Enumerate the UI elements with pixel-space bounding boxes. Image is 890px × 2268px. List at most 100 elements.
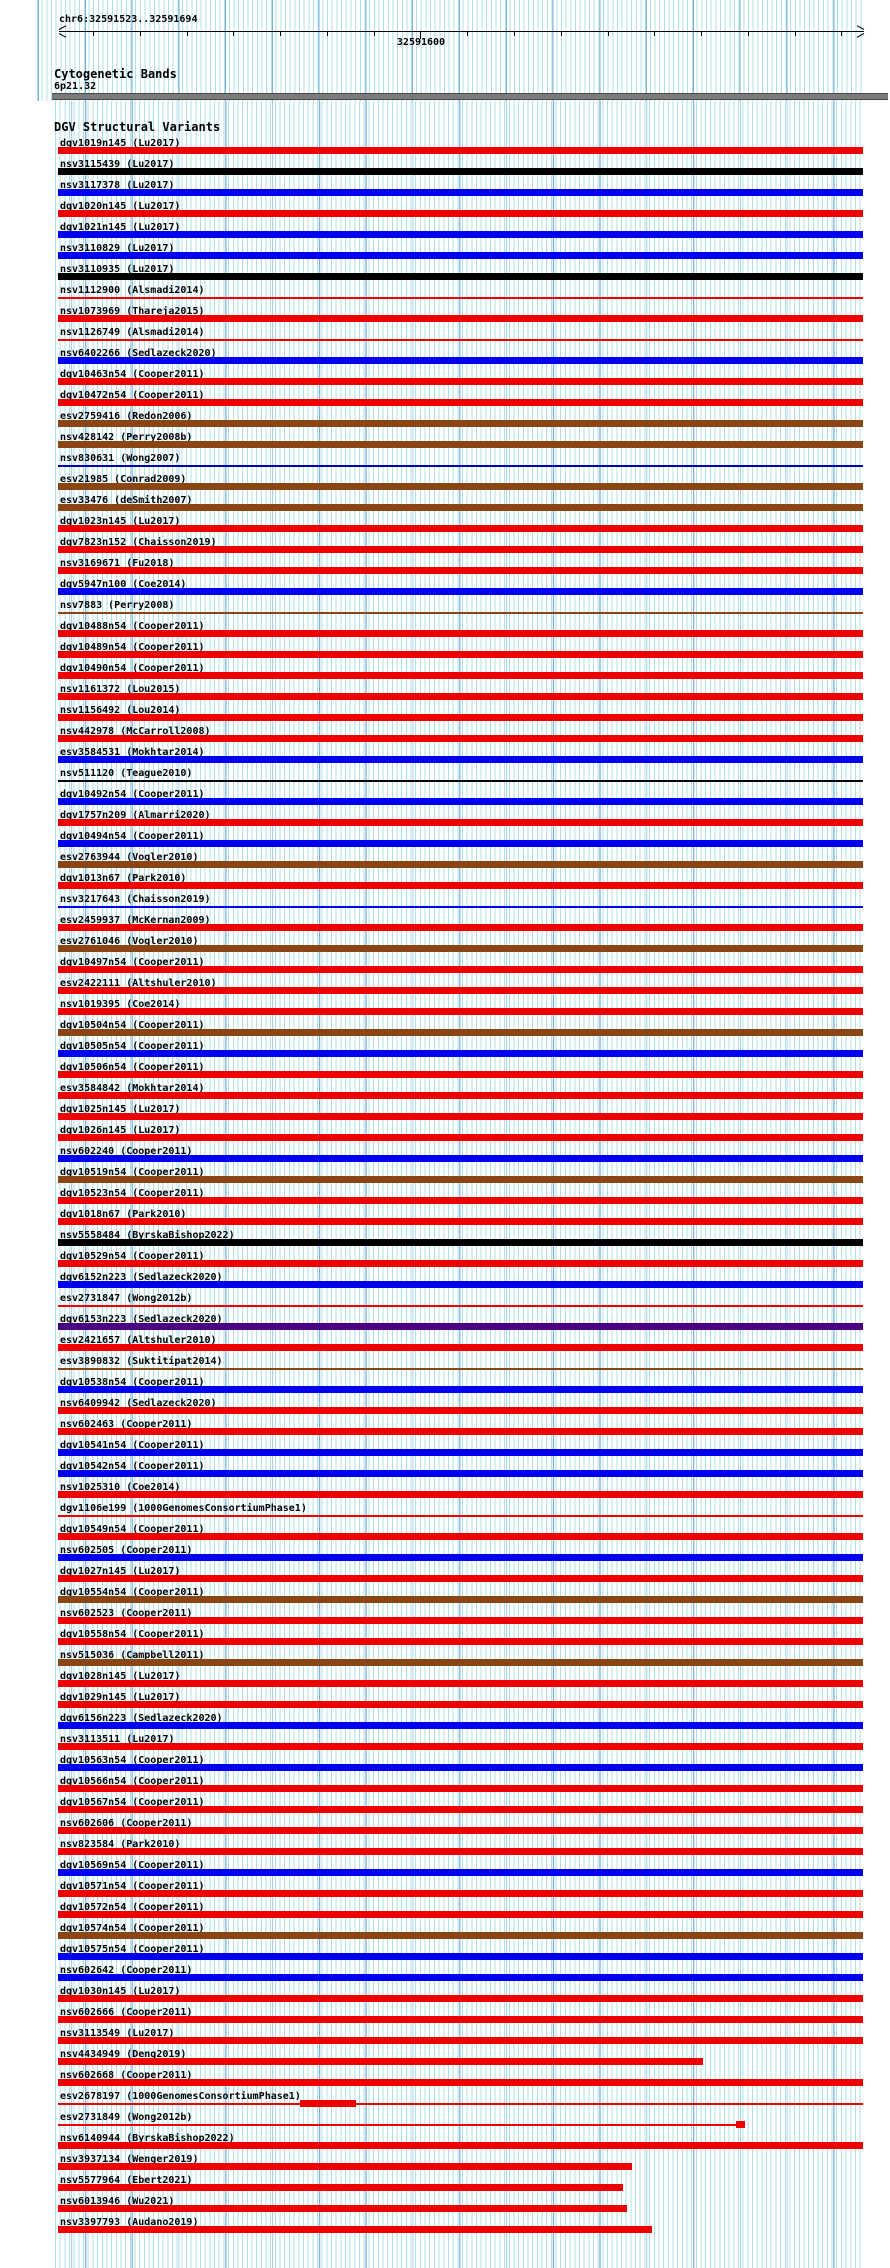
- variant-bar[interactable]: [58, 525, 863, 532]
- variant-label[interactable]: dgv10490n54 (Cooper2011): [60, 663, 205, 674]
- variant-bar[interactable]: [58, 2142, 863, 2149]
- variant-bar[interactable]: [58, 1617, 863, 1624]
- variant-label[interactable]: dgv10538n54 (Cooper2011): [60, 1377, 205, 1388]
- variant-bar[interactable]: [58, 2163, 632, 2170]
- variant-bar[interactable]: [58, 1449, 863, 1456]
- variant-label[interactable]: nsv1126749 (Alsmadi2014): [60, 327, 205, 338]
- variant-label[interactable]: nsv602523 (Cooper2011): [60, 1608, 193, 1619]
- variant-bar[interactable]: [58, 798, 863, 805]
- variant-thick-segment[interactable]: [736, 2121, 745, 2128]
- variant-label[interactable]: dgv10558n54 (Cooper2011): [60, 1629, 205, 1640]
- variant-label[interactable]: esv2731849 (Wong2012b): [60, 2112, 193, 2123]
- variant-label[interactable]: dgv10494n54 (Cooper2011): [60, 831, 205, 842]
- variant-bar[interactable]: [58, 840, 863, 847]
- variant-bar[interactable]: [58, 1281, 863, 1288]
- variant-bar[interactable]: [58, 210, 863, 217]
- variant-label[interactable]: dgv10463n54 (Cooper2011): [60, 369, 205, 380]
- variant-thick-segment[interactable]: [300, 2100, 356, 2107]
- variant-label[interactable]: dgv10505n54 (Cooper2011): [60, 1041, 205, 1052]
- variant-label[interactable]: dgv10566n54 (Cooper2011): [60, 1776, 205, 1787]
- variant-label[interactable]: nsv6402266 (Sedlazeck2020): [60, 348, 217, 359]
- variant-label[interactable]: dgv10506n54 (Cooper2011): [60, 1062, 205, 1073]
- variant-bar[interactable]: [58, 189, 863, 196]
- variant-label[interactable]: dgv10523n54 (Cooper2011): [60, 1188, 205, 1199]
- variant-label[interactable]: dgv10504n54 (Cooper2011): [60, 1020, 205, 1031]
- variant-bar[interactable]: [58, 735, 863, 742]
- variant-label[interactable]: dgv10489n54 (Cooper2011): [60, 642, 205, 653]
- variant-label[interactable]: nsv5577964 (Ebert2021): [60, 2175, 193, 2186]
- variant-label[interactable]: esv33476 (deSmith2007): [60, 495, 193, 506]
- variant-bar[interactable]: [58, 2226, 652, 2233]
- variant-label[interactable]: dgv1029n145 (Lu2017): [60, 1692, 181, 1703]
- variant-label[interactable]: nsv1156492 (Lou2014): [60, 705, 181, 716]
- variant-label[interactable]: dgv10492n54 (Cooper2011): [60, 789, 205, 800]
- variant-label[interactable]: esv3584531 (Mokhtar2014): [60, 747, 205, 758]
- variant-label[interactable]: dgv1028n145 (Lu2017): [60, 1671, 181, 1682]
- variant-bar[interactable]: [58, 2184, 623, 2191]
- variant-bar[interactable]: [58, 357, 863, 364]
- variant-bar[interactable]: [58, 588, 863, 595]
- variant-label[interactable]: nsv7883 (Perry2008): [60, 600, 175, 611]
- variant-bar[interactable]: [58, 1995, 863, 2002]
- variant-label[interactable]: esv2759416 (Redon2006): [60, 411, 193, 422]
- variant-label[interactable]: nsv3217643 (Chaisson2019): [60, 894, 211, 905]
- variant-bar[interactable]: [58, 966, 863, 973]
- variant-bar[interactable]: [58, 504, 863, 511]
- variant-label[interactable]: esv2763944 (Vogler2010): [60, 852, 199, 863]
- variant-bar[interactable]: [58, 1659, 863, 1666]
- variant-bar[interactable]: [58, 1701, 863, 1708]
- variant-bar[interactable]: [58, 1743, 863, 1750]
- variant-label[interactable]: dgv10575n54 (Cooper2011): [60, 1944, 205, 1955]
- variant-label[interactable]: dgv10571n54 (Cooper2011): [60, 1881, 205, 1892]
- variant-label[interactable]: nsv602240 (Cooper2011): [60, 1146, 193, 1157]
- variant-label[interactable]: nsv830631 (Wong2007): [60, 453, 181, 464]
- variant-bar[interactable]: [58, 945, 863, 952]
- variant-label[interactable]: nsv3117378 (Lu2017): [60, 180, 175, 191]
- variant-label[interactable]: esv2421657 (Altshuler2010): [60, 1335, 217, 1346]
- variant-bar[interactable]: [58, 420, 863, 427]
- variant-bar[interactable]: [58, 168, 863, 175]
- variant-label[interactable]: dgv10569n54 (Cooper2011): [60, 1860, 205, 1871]
- cytoband-bar[interactable]: [52, 93, 888, 100]
- variant-bar[interactable]: [58, 2205, 627, 2212]
- variant-bar[interactable]: [58, 1029, 863, 1036]
- variant-bar[interactable]: [58, 2058, 703, 2065]
- variant-bar[interactable]: [58, 1323, 863, 1330]
- variant-label[interactable]: nsv3110829 (Lu2017): [60, 243, 175, 254]
- variant-label[interactable]: dgv1013n67 (Park2010): [60, 873, 187, 884]
- variant-label[interactable]: dgv1757n209 (Almarri2020): [60, 810, 211, 821]
- variant-label[interactable]: esv2761046 (Vogler2010): [60, 936, 199, 947]
- variant-label[interactable]: dgv10554n54 (Cooper2011): [60, 1587, 205, 1598]
- variant-bar[interactable]: [58, 1428, 863, 1435]
- variant-bar[interactable]: [58, 273, 863, 280]
- variant-bar[interactable]: [58, 1890, 863, 1897]
- variant-bar[interactable]: [58, 651, 863, 658]
- variant-bar[interactable]: [58, 987, 863, 994]
- variant-bar[interactable]: [58, 1134, 863, 1141]
- variant-bar[interactable]: [58, 315, 863, 322]
- variant-label[interactable]: nsv602668 (Cooper2011): [60, 2070, 193, 2081]
- variant-bar[interactable]: [58, 2079, 863, 2086]
- variant-label[interactable]: dgv6152n223 (Sedlazeck2020): [60, 1272, 223, 1283]
- variant-bar[interactable]: [58, 1932, 863, 1939]
- variant-bar[interactable]: [58, 1491, 863, 1498]
- variant-label[interactable]: dgv1030n145 (Lu2017): [60, 1986, 181, 1997]
- variant-bar[interactable]: [58, 567, 863, 574]
- variant-label[interactable]: nsv602666 (Cooper2011): [60, 2007, 193, 2018]
- variant-bar[interactable]: [58, 882, 863, 889]
- variant-label[interactable]: nsv1112900 (Alsmadi2014): [60, 285, 205, 296]
- variant-bar[interactable]: [58, 2037, 863, 2044]
- variant-label[interactable]: dgv10567n54 (Cooper2011): [60, 1797, 205, 1808]
- variant-line[interactable]: [58, 2124, 745, 2126]
- variant-label[interactable]: nsv428142 (Perry2008b): [60, 432, 193, 443]
- variant-bar[interactable]: [58, 1239, 863, 1246]
- variant-line[interactable]: [58, 465, 863, 467]
- variant-bar[interactable]: [58, 1092, 863, 1099]
- variant-label[interactable]: nsv3115439 (Lu2017): [60, 159, 175, 170]
- variant-label[interactable]: esv2422111 (Altshuler2010): [60, 978, 217, 989]
- variant-bar[interactable]: [58, 399, 863, 406]
- variant-bar[interactable]: [58, 1974, 863, 1981]
- variant-line[interactable]: [58, 780, 863, 782]
- variant-bar[interactable]: [58, 252, 863, 259]
- variant-label[interactable]: nsv823584 (Park2010): [60, 1839, 181, 1850]
